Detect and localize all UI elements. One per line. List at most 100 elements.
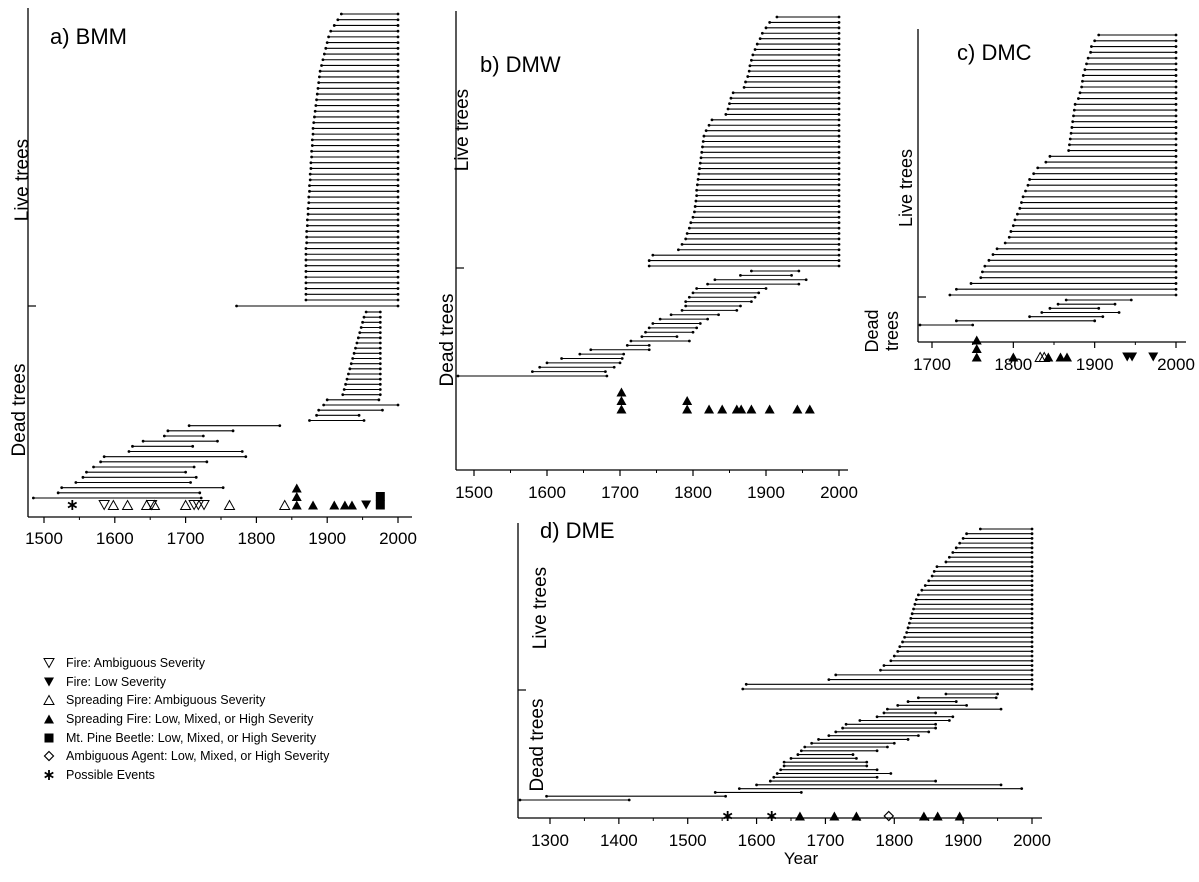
live-tree-end-dot — [837, 102, 841, 106]
dead-tree-start-dot — [545, 361, 549, 365]
legend-item-fire-ambiguous: Fire: Ambiguous Severity — [42, 654, 502, 673]
fire-ambiguous-marker — [145, 500, 158, 511]
live-tree-end-dot — [1174, 189, 1178, 193]
live-tree-start-dot — [910, 612, 914, 616]
dead-tree-start-dot — [713, 278, 717, 282]
possible-event-marker — [766, 811, 777, 821]
live-tree-start-dot — [912, 607, 915, 611]
x-tick-label: 1800 — [674, 483, 712, 502]
live-tree-end-dot — [396, 58, 400, 62]
legend-item-ambiguous-agent: Ambiguous Agent: Low, Mixed, or High Sev… — [42, 747, 502, 766]
live-tree-start-dot — [751, 53, 755, 57]
live-tree-start-dot — [315, 98, 318, 102]
dead-trees-label-line: Dead — [862, 309, 882, 352]
dead-tree-start-dot — [918, 323, 922, 327]
dead-tree-end-dot — [886, 745, 889, 749]
live-tree-end-dot — [1174, 282, 1178, 285]
live-tree-end-dot — [1174, 270, 1178, 274]
dead-tree-start-dot — [352, 351, 356, 355]
live-tree-end-dot — [837, 237, 841, 241]
live-tree-end-dot — [1174, 56, 1178, 60]
live-tree-end-dot — [396, 218, 400, 222]
live-tree-start-dot — [758, 37, 762, 41]
dead-tree-start-dot — [841, 726, 845, 730]
dead-tree-start-dot — [315, 413, 318, 417]
dead-tree-start-dot — [684, 304, 688, 308]
live-tree-start-dot — [304, 264, 308, 268]
dead-tree-start-dot — [358, 331, 362, 335]
live-tree-start-dot — [310, 149, 314, 153]
legend-item-fire-low: Fire: Low Severity — [42, 673, 502, 692]
dead-tree-end-dot — [927, 730, 931, 734]
dead-tree-end-dot — [691, 330, 695, 334]
live-tree-start-dot — [691, 215, 695, 219]
spreading-fire-marker — [829, 811, 840, 821]
live-tree-end-dot — [396, 41, 400, 44]
live-tree-start-dot — [336, 18, 340, 22]
filled-down-triangle-icon — [44, 677, 54, 687]
dead-tree-start-dot — [644, 330, 647, 334]
dead-tree-start-dot — [187, 424, 191, 428]
live-tree-start-dot — [310, 138, 314, 142]
live-tree-start-dot — [930, 574, 934, 578]
live-tree-start-dot — [680, 242, 684, 246]
live-tree-start-dot — [304, 287, 308, 290]
live-tree-start-dot — [742, 85, 746, 89]
fire-ambiguous-marker — [98, 500, 111, 511]
spreading-ambiguous-marker — [278, 499, 291, 510]
dead-tree-start-dot — [669, 313, 673, 317]
dead-tree-end-dot — [377, 398, 381, 402]
spreading-fire-marker — [954, 811, 965, 821]
live-tree-start-dot — [689, 221, 693, 225]
dead-tree-end-dot — [240, 450, 244, 453]
dead-tree-start-dot — [74, 481, 78, 484]
live-trees-label: Live trees — [530, 567, 551, 649]
live-tree-start-dot — [879, 668, 882, 672]
live-tree-start-dot — [741, 687, 745, 691]
dead-tree-end-dot — [201, 434, 205, 438]
spreading-fire-marker — [792, 404, 803, 414]
beetle-marker — [375, 500, 385, 510]
dead-tree-end-dot — [378, 336, 382, 340]
live-tree-end-dot — [396, 98, 400, 102]
fire-low-marker — [1127, 352, 1138, 362]
dead-tree-start-dot — [772, 775, 776, 779]
dead-tree-start-dot — [817, 738, 820, 741]
x-tick-label: 1500 — [25, 529, 63, 548]
live-tree-start-dot — [1036, 166, 1040, 170]
dead-tree-end-dot — [618, 361, 622, 365]
live-tree-start-dot — [698, 161, 702, 165]
live-tree-start-dot — [834, 673, 838, 677]
dead-tree-start-dot — [658, 317, 662, 321]
dead-tree-end-dot — [378, 310, 382, 314]
live-tree-end-dot — [396, 24, 400, 27]
live-tree-start-dot — [1009, 230, 1013, 233]
live-tree-end-dot — [837, 53, 841, 57]
live-tree-start-dot — [1020, 201, 1023, 204]
dead-tree-end-dot — [378, 357, 382, 360]
dead-tree-end-dot — [244, 455, 248, 459]
dead-tree-start-dot — [102, 455, 106, 459]
x-tick-label: 1800 — [875, 831, 913, 850]
dead-tree-start-dot — [538, 365, 542, 369]
live-tree-end-dot — [396, 64, 400, 67]
live-tree-start-dot — [304, 252, 308, 256]
live-tree-start-dot — [304, 258, 308, 262]
dead-tree-end-dot — [627, 798, 631, 802]
dead-tree-start-dot — [739, 273, 742, 277]
live-tree-end-dot — [1174, 68, 1178, 72]
live-tree-start-dot — [744, 80, 747, 84]
x-tick-label: 2000 — [820, 483, 858, 502]
dead-tree-end-dot — [757, 291, 761, 295]
live-tree-start-dot — [908, 621, 911, 625]
live-tree-start-dot — [954, 546, 958, 550]
live-tree-end-dot — [1174, 45, 1178, 48]
live-tree-end-dot — [1030, 532, 1034, 536]
live-tree-start-dot — [1083, 68, 1087, 72]
dead-tree-end-dot — [199, 496, 203, 500]
live-tree-start-dot — [677, 248, 680, 252]
dead-tree-end-dot — [724, 794, 727, 798]
live-tree-end-dot — [396, 46, 400, 50]
live-tree-end-dot — [837, 129, 841, 133]
live-tree-start-dot — [304, 247, 308, 250]
